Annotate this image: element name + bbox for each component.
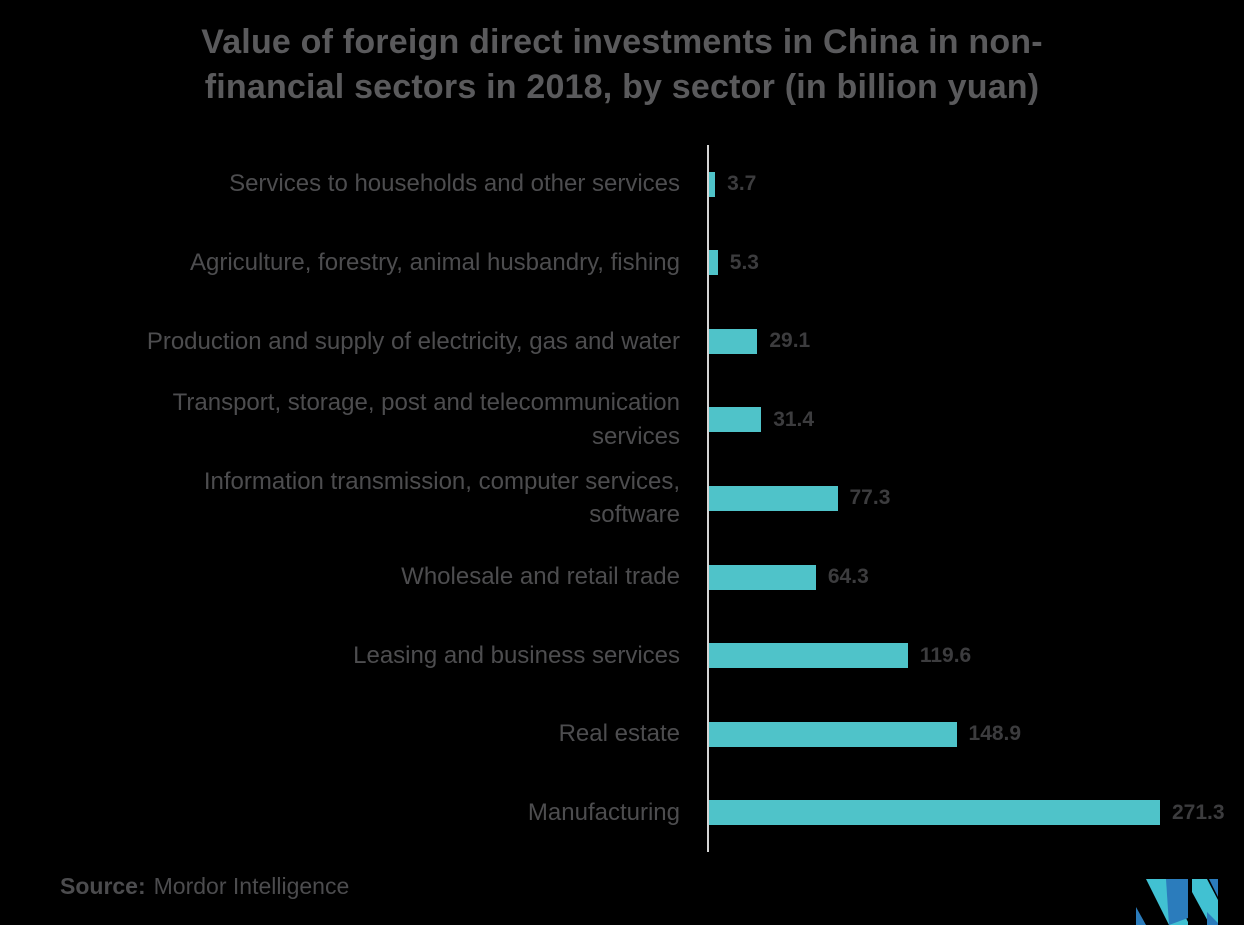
bar-row: Services to households and other service… <box>0 145 1244 224</box>
bar-row: Manufacturing 271.3 <box>0 773 1244 852</box>
category-label: Leasing and business services <box>353 641 680 669</box>
bar-row: Agriculture, forestry, animal husbandry,… <box>0 224 1244 303</box>
value-label: 5.3 <box>729 250 759 274</box>
bar-row: Information transmission, computer servi… <box>0 459 1244 538</box>
category-label: Information transmission, computer servi… <box>203 467 680 529</box>
bar-area: 77.3 <box>709 485 1244 511</box>
value-label: 119.6 <box>919 643 972 667</box>
category-label: Transport, storage, post and telecommuni… <box>172 389 680 450</box>
bar <box>709 485 838 511</box>
bar <box>709 721 957 747</box>
bar <box>709 800 1160 826</box>
category-label: Services to households and other service… <box>229 170 680 198</box>
value-label: 3.7 <box>727 172 757 196</box>
value-label: 271.3 <box>1172 800 1225 824</box>
value-label: 148.9 <box>968 722 1022 746</box>
category-label: Wholesale and retail trade <box>401 563 680 591</box>
bar-row: Transport, storage, post and telecommuni… <box>0 381 1244 460</box>
bar-row: Production and supply of electricity, ga… <box>0 302 1244 381</box>
bar-area: 31.4 <box>709 407 1244 433</box>
bar-area: 64.3 <box>709 564 1244 590</box>
bar-row: Wholesale and retail trade 64.3 <box>0 538 1244 617</box>
category-label: Manufacturing <box>527 798 680 826</box>
bar-row: Leasing and business services 119.6 <box>0 616 1244 695</box>
value-label: 64.3 <box>827 565 869 588</box>
bar-area: 271.3 <box>709 800 1244 826</box>
bar <box>709 564 816 590</box>
bar <box>709 407 762 433</box>
source-line: Source: Mordor Intelligence <box>60 873 349 900</box>
bar-area: 3.7 <box>709 171 1244 197</box>
y-axis-line <box>707 145 709 852</box>
bar-chart: Services to households and other service… <box>0 145 1244 853</box>
category-label: Agriculture, forestry, animal husbandry,… <box>190 249 680 277</box>
category-label: Production and supply of electricity, ga… <box>146 327 680 355</box>
bar <box>709 328 758 354</box>
bar-area: 29.1 <box>709 328 1244 354</box>
value-label: 77.3 <box>849 486 891 510</box>
category-label: Real estate <box>558 720 680 748</box>
bar-area: 148.9 <box>709 721 1244 747</box>
chart-title: Value of foreign direct investments in C… <box>201 23 1043 106</box>
source-label: Source: <box>60 873 146 899</box>
bar-row: Real estate 148.9 <box>0 695 1244 774</box>
mordor-intelligence-logo-icon <box>1136 862 1236 925</box>
bar-area: 5.3 <box>709 250 1244 276</box>
bar <box>709 643 908 669</box>
bar-rows-container: Services to households and other service… <box>0 145 1244 852</box>
bar <box>709 250 718 276</box>
value-label: 31.4 <box>773 407 815 431</box>
bar-area: 119.6 <box>709 643 1244 669</box>
source-name: Mordor Intelligence <box>153 873 350 899</box>
value-label: 29.1 <box>769 329 811 353</box>
bar <box>709 171 716 197</box>
